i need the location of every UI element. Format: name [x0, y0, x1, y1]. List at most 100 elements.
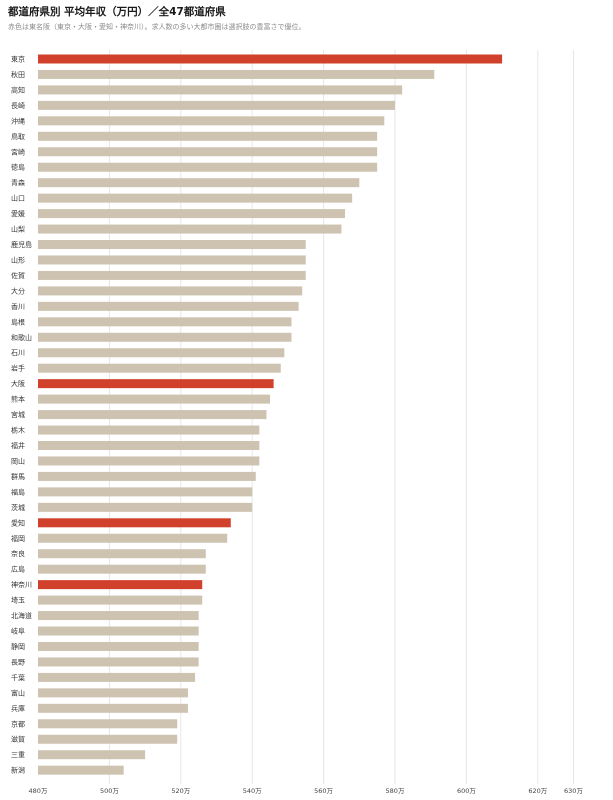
- category-label: 岩手: [11, 364, 25, 373]
- bar: [38, 549, 206, 559]
- category-label: 兵庫: [11, 704, 25, 713]
- category-label-layer: 東京秋田高知長崎沖縄鳥取宮崎徳島青森山口愛媛山梨鹿児島山形佐賀大分香川島根和歌山…: [11, 55, 32, 775]
- bar: [38, 85, 403, 95]
- bar: [38, 100, 395, 110]
- bar: [38, 69, 435, 79]
- category-label: 山口: [11, 194, 25, 203]
- category-label: 宮城: [11, 410, 25, 419]
- category-label: 京都: [11, 719, 25, 728]
- bar: [38, 332, 292, 342]
- x-tick-label: 480万: [29, 787, 48, 795]
- bar: [38, 750, 146, 760]
- category-label: 愛媛: [11, 209, 25, 218]
- bar: [38, 363, 281, 373]
- bar: [38, 657, 199, 667]
- category-label: 千葉: [11, 673, 25, 682]
- bar: [38, 178, 360, 188]
- bar: [38, 564, 206, 574]
- category-label: 新潟: [11, 766, 25, 775]
- category-label: 滋賀: [11, 735, 25, 744]
- bar: [38, 224, 342, 234]
- bar: [38, 147, 378, 157]
- category-label: 愛知: [11, 518, 25, 527]
- bar-highlighted: [38, 580, 203, 590]
- bar: [38, 301, 299, 311]
- category-label: 岡山: [11, 456, 25, 465]
- category-label: 青森: [11, 178, 25, 187]
- category-label: 茨城: [11, 503, 25, 512]
- bar: [38, 456, 260, 466]
- bar: [38, 441, 260, 450]
- category-label: 石川: [11, 349, 25, 357]
- bar: [38, 317, 292, 327]
- x-tick-label: 520万: [171, 787, 190, 795]
- category-label: 大阪: [11, 379, 25, 388]
- chart-subtitle: 赤色は東名阪（東京・大阪・愛知・神奈川）。求人数の多い大都市圏は選択肢の豊富さで…: [8, 23, 306, 31]
- category-label: 鳥取: [11, 132, 25, 141]
- category-label: 神奈川: [11, 580, 32, 589]
- category-label: 三重: [11, 751, 25, 759]
- bar: [38, 641, 199, 651]
- bar: [38, 595, 203, 605]
- bar-highlighted: [38, 54, 503, 64]
- category-label: 東京: [11, 55, 25, 64]
- category-label: 北海道: [11, 611, 32, 620]
- x-tick-label: 540万: [243, 787, 262, 795]
- category-label: 富山: [11, 688, 25, 697]
- x-tick-label: 500万: [100, 787, 119, 795]
- category-label: 広島: [11, 565, 25, 574]
- bar: [38, 209, 346, 219]
- category-label: 山形: [11, 255, 25, 264]
- bar: [38, 270, 306, 280]
- x-tick-label: 580万: [386, 787, 405, 795]
- bar: [38, 734, 178, 744]
- x-tick-label: 560万: [314, 787, 333, 795]
- category-label: 鹿児島: [11, 240, 32, 249]
- category-label: 福岡: [11, 534, 25, 543]
- category-label: 長崎: [11, 101, 25, 110]
- bar: [38, 611, 199, 621]
- category-label: 埼玉: [11, 596, 25, 605]
- category-label: 和歌山: [11, 333, 32, 342]
- category-label: 福井: [11, 441, 25, 450]
- chart-title: 都道府県別 平均年収（万円）／全47都道府県: [8, 6, 226, 18]
- bar: [38, 193, 353, 203]
- category-label: 栃木: [11, 426, 25, 435]
- bar: [38, 162, 378, 172]
- x-tick-label: 600万: [457, 787, 476, 795]
- bar: [38, 626, 199, 636]
- bar: [38, 471, 256, 481]
- category-label: 島根: [11, 317, 25, 326]
- bar: [38, 348, 285, 358]
- bar: [38, 131, 378, 141]
- bar: [38, 410, 267, 420]
- category-label: 沖縄: [11, 116, 25, 125]
- bar: [38, 688, 188, 698]
- bar: [38, 394, 271, 404]
- category-label: 香川: [11, 302, 25, 311]
- category-label: 宮崎: [11, 147, 25, 156]
- category-label: 岐阜: [11, 627, 25, 636]
- bar: [38, 533, 228, 543]
- bar: [38, 765, 124, 775]
- bar: [38, 502, 253, 512]
- category-label: 長野: [11, 658, 25, 666]
- category-label: 佐賀: [11, 271, 25, 280]
- bar-highlighted: [38, 379, 274, 389]
- category-label: 熊本: [11, 395, 25, 404]
- x-tick-label: 630万: [564, 787, 583, 795]
- category-label: 福島: [11, 487, 25, 496]
- x-tick-label: 620万: [528, 787, 547, 795]
- bar: [38, 286, 303, 296]
- bar: [38, 719, 178, 729]
- category-label: 大分: [11, 286, 25, 295]
- category-label: 群馬: [11, 472, 25, 481]
- bar-highlighted: [38, 518, 231, 528]
- bar: [38, 672, 196, 682]
- tick-label-layer: 480万 500万 520万 540万 560万 580万 600万 620万 630万: [29, 787, 584, 795]
- bar: [38, 425, 260, 435]
- bar: [38, 255, 306, 265]
- bar: [38, 240, 306, 250]
- category-label: 山梨: [11, 225, 25, 234]
